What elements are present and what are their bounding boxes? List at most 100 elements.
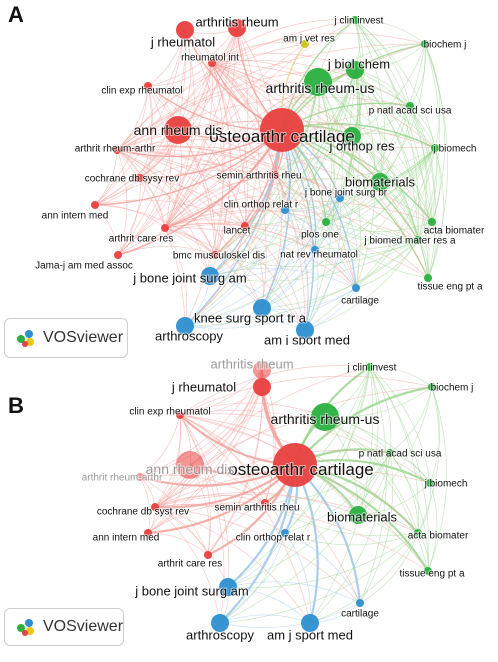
journal-node-cochrane[interactable] <box>151 503 159 511</box>
link-line <box>244 225 419 250</box>
journal-label-osteo: osteoarthr cartilage <box>228 460 374 479</box>
journal-node-arthcare[interactable] <box>204 551 212 559</box>
journal-node-clinexp[interactable] <box>144 82 152 90</box>
link-line <box>244 147 436 227</box>
link-line <box>314 69 358 251</box>
journal-node-arthritrheum[interactable] <box>113 146 121 154</box>
journal-node-biomat[interactable] <box>371 173 389 191</box>
journal-node-osteo[interactable] <box>260 108 304 152</box>
journal-node-plosone[interactable] <box>322 218 330 226</box>
journal-label-pnas: p natl acad sci usa <box>359 449 442 460</box>
journal-label-jbonejoint: j bone joint surg am <box>132 271 246 286</box>
journal-label-tissue: tissue eng pt a <box>399 569 464 580</box>
journal-node-cochrane[interactable] <box>136 174 144 182</box>
link-line <box>94 204 119 256</box>
link-line <box>369 366 433 388</box>
journal-node-semin[interactable] <box>271 171 279 179</box>
link-line <box>324 416 429 572</box>
journal-node-cliorth[interactable] <box>281 206 289 214</box>
journal-node-cartilage[interactable] <box>352 284 360 292</box>
journal-node-jbiomedmat[interactable] <box>414 236 422 244</box>
journal-node-jbonebr[interactable] <box>336 194 344 202</box>
journal-node-pnas[interactable] <box>406 102 414 110</box>
journal-node-arthrheum[interactable] <box>253 361 271 379</box>
journal-node-annrheum[interactable] <box>176 451 204 479</box>
link-line <box>389 386 433 454</box>
journal-node-biochemj[interactable] <box>428 383 436 391</box>
journal-node-actabio[interactable] <box>414 529 422 537</box>
journal-node-jbiomech[interactable] <box>431 144 439 152</box>
link-line <box>179 413 431 484</box>
journal-node-amjsport[interactable] <box>301 614 319 632</box>
journal-node-jbonejoint[interactable] <box>219 578 237 596</box>
journal-label-annintern: ann intern med <box>93 533 160 544</box>
journal-node-jbiomech[interactable] <box>426 479 434 487</box>
journal-node-semin[interactable] <box>261 499 269 507</box>
link-line <box>274 174 316 251</box>
journal-node-arthroscopy[interactable] <box>211 614 229 632</box>
link-line <box>219 452 391 624</box>
journal-node-jbiolchem[interactable] <box>346 61 364 79</box>
journal-node-jrheum[interactable] <box>176 21 194 39</box>
journal-node-jrheum[interactable] <box>253 378 271 396</box>
link-line <box>219 602 361 628</box>
journal-node-cliorth[interactable] <box>281 529 289 537</box>
journal-node-natrev[interactable] <box>311 246 319 254</box>
journal-node-jclininv[interactable] <box>351 16 359 24</box>
link-line <box>154 506 229 588</box>
link-line <box>314 249 357 289</box>
journal-node-arthritrheum[interactable] <box>136 473 144 481</box>
journal-node-pnas[interactable] <box>386 449 394 457</box>
journal-node-amjvet[interactable] <box>301 40 309 48</box>
journal-node-jbonejoint[interactable] <box>201 267 219 285</box>
journal-label-jama: Jama-j am med assoc <box>35 261 133 272</box>
link-line <box>264 366 371 504</box>
journal-node-jorthop[interactable] <box>343 127 361 145</box>
journal-node-actabio[interactable] <box>428 218 436 226</box>
journal-node-jama[interactable] <box>114 251 122 259</box>
link-line <box>317 81 336 223</box>
link-line <box>314 239 419 256</box>
journal-node-cartilage[interactable] <box>356 599 364 607</box>
journal-node-amjsport[interactable] <box>296 321 314 339</box>
journal-node-biochemj[interactable] <box>421 40 429 48</box>
journal-label-jorthop: j orthop res <box>328 139 395 154</box>
journal-label-jbiolchem: j biol chem <box>327 57 390 72</box>
link-line <box>211 32 426 64</box>
vosviewer-logo-text: VOSviewer <box>43 618 124 635</box>
link-line <box>154 504 286 534</box>
journal-node-arthrheumus[interactable] <box>311 403 339 431</box>
network-graph-a: osteoarthr cartilage arthritis rheum j rhe… <box>34 14 486 345</box>
journal-node-arthroscopy[interactable] <box>176 317 194 335</box>
journal-node-biomat[interactable] <box>349 506 367 524</box>
journal-label-actabio: acta biomater <box>408 531 469 542</box>
journal-label-annrheum: ann rheum dis <box>134 122 223 138</box>
journal-node-lancet[interactable] <box>241 222 249 230</box>
link-line <box>116 149 186 327</box>
link-line <box>116 19 356 151</box>
link-line <box>261 386 275 504</box>
journal-node-bmc[interactable] <box>211 251 219 259</box>
journal-node-osteo[interactable] <box>273 443 317 487</box>
journal-node-arthcare[interactable] <box>161 224 169 232</box>
journal-node-arthrheumus[interactable] <box>304 68 332 96</box>
link-line <box>211 62 419 241</box>
journal-node-annintern[interactable] <box>91 201 99 209</box>
link-line <box>117 85 153 256</box>
journal-node-annintern[interactable] <box>144 529 152 537</box>
journal-node-arthrheum[interactable] <box>228 19 246 37</box>
journal-node-clinexp[interactable] <box>176 411 184 419</box>
link-line <box>359 532 419 604</box>
journal-node-tissue[interactable] <box>424 274 432 282</box>
journal-node-annrheum[interactable] <box>164 116 192 144</box>
link-line <box>94 62 213 206</box>
journal-node-tissue[interactable] <box>424 567 432 575</box>
link-line <box>139 164 276 179</box>
journal-node-jclininv[interactable] <box>366 363 374 371</box>
journal-node-knee[interactable] <box>253 299 271 317</box>
link-line <box>304 197 342 331</box>
journal-label-osteo: osteoarthr cartilage <box>209 127 355 146</box>
link-line <box>314 197 341 251</box>
journal-node-rheumint[interactable] <box>208 59 216 67</box>
link-line <box>179 386 263 416</box>
